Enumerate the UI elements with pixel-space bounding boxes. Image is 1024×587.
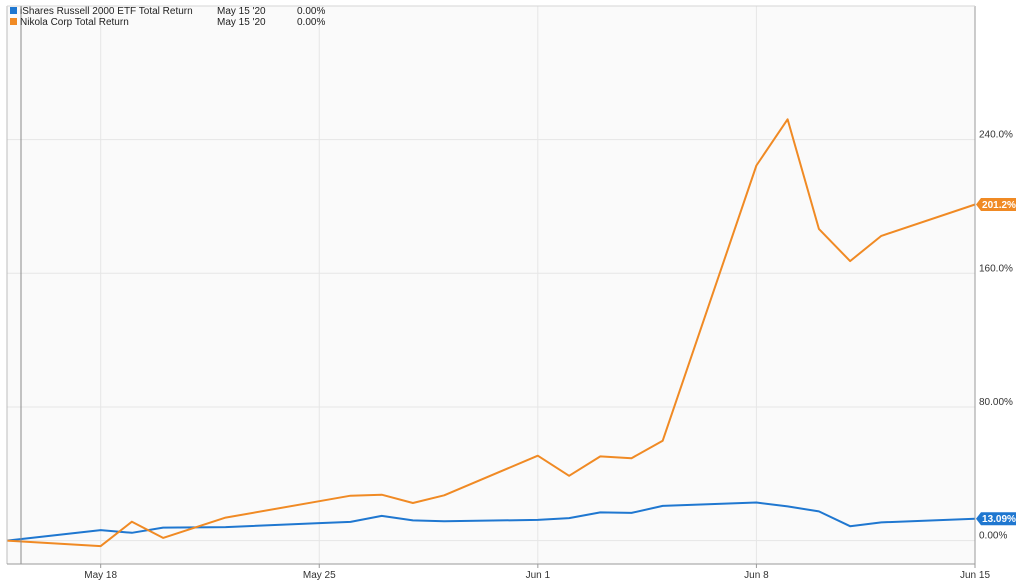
legend-value: 0.00% [297, 17, 325, 28]
legend-value: 0.00% [297, 6, 325, 17]
legend-date: May 15 '20 [217, 17, 266, 28]
x-tick-label: Jun 15 [960, 570, 990, 581]
plot-background [7, 6, 975, 564]
end-flag-label: 201.2% [982, 200, 1016, 211]
y-tick-label: 80.00% [979, 397, 1013, 408]
series-line-1 [6, 118, 976, 548]
legend-series-name: Nikola Corp Total Return [20, 17, 129, 28]
end-flag-shape [976, 512, 1016, 526]
grid [7, 6, 976, 564]
y-tick-label: 240.0% [979, 130, 1013, 141]
end-flag-label: 13.09% [982, 514, 1016, 525]
axes: May 18 May 25 Jun 1 Jun 8 Jun 150.00%80.00%1… [6, 5, 1013, 581]
legend-series-name: iShares Russell 2000 ETF Total Return [20, 6, 193, 17]
x-tick-label: Jun 8 [744, 570, 769, 581]
end-value-flags: 13.09% 201.2% [976, 197, 1016, 526]
legend-swatch [10, 18, 17, 25]
series-line-0 [6, 501, 976, 542]
x-tick-label: May 18 [84, 570, 117, 581]
x-tick-label: Jun 1 [526, 570, 551, 581]
legend: iShares Russell 2000 ETF Total Return May… [10, 6, 325, 28]
end-flag-shape [976, 197, 1016, 211]
y-tick-label: 160.0% [979, 263, 1013, 274]
legend-swatch [10, 7, 17, 14]
y-tick-label: 0.00% [979, 531, 1007, 542]
series-lines [6, 118, 976, 548]
x-tick-label: May 25 [303, 570, 336, 581]
legend-date: May 15 '20 [217, 6, 266, 17]
